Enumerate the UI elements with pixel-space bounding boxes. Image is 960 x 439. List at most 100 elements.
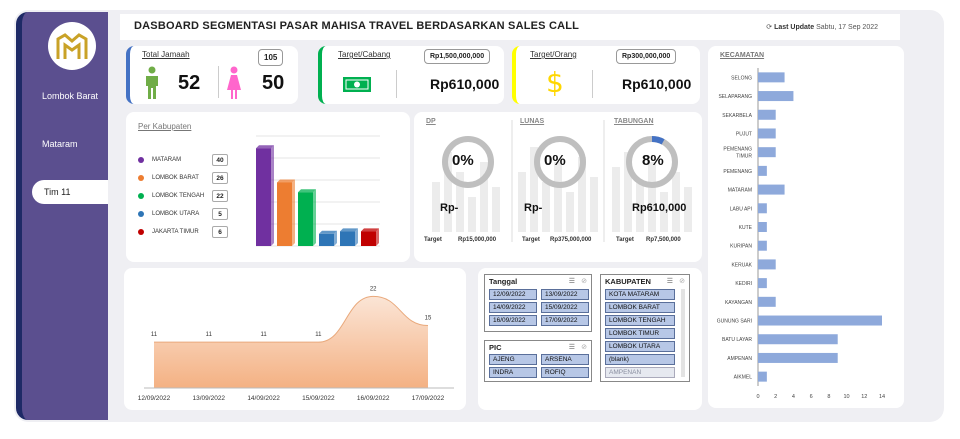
slicer-chip-kabupaten[interactable]: LOMBOK BARAT — [605, 302, 675, 313]
tabungan-percent: 8% — [642, 152, 664, 169]
category-label: TIMUR — [736, 154, 752, 160]
bar — [758, 222, 767, 232]
slicer-chip-pic[interactable]: INDRA — [489, 367, 537, 378]
legend-item: LOMBOK BARAT — [138, 172, 199, 184]
kpi-cabang-target: Rp1,500,000,000 — [424, 49, 491, 64]
category-label: KURIPAN — [730, 244, 752, 250]
lunas-percent: 0% — [544, 152, 566, 169]
bar-side — [334, 230, 337, 246]
kpi-jamaah-card: Total Jamaah 105 52 50 — [126, 46, 298, 104]
kpi-orang-value: Rp610,000 — [622, 76, 692, 92]
kpi-cabang-value: Rp610,000 — [430, 76, 500, 92]
bar-side — [271, 145, 274, 246]
slicer-chip-kabupaten[interactable]: (blank) — [605, 354, 675, 365]
slicer-chip-kabupaten[interactable]: LOMBOK TIMUR — [605, 328, 675, 339]
bar — [758, 334, 838, 345]
bar — [758, 109, 776, 120]
last-update: ⟳ Last Update Sabtu, 17 Sep 2022 — [766, 24, 878, 31]
slicer-tanggal: Tanggal ☰ ⊘ 12/09/2022 13/09/2022 14/09/… — [484, 274, 592, 332]
tick-label: 6 — [810, 394, 813, 400]
kpi-orang-label: Target/Orang — [530, 50, 577, 59]
refresh-icon[interactable]: ⟳ — [766, 24, 773, 31]
dollar-icon: $ — [546, 66, 564, 99]
slicer-chip-date[interactable]: 17/09/2022 — [541, 315, 589, 326]
category-label: GUNUNG SARI — [717, 319, 752, 325]
multi-select-icon[interactable]: ☰ — [568, 344, 575, 351]
slicer-scrollbar[interactable] — [681, 289, 685, 377]
tabungan-target-value: Rp7,500,000 — [646, 237, 681, 243]
legend-label: LOMBOK TENGAH — [152, 193, 205, 199]
tick-label: 13/09/2022 — [193, 395, 226, 402]
bar — [758, 147, 776, 158]
kpi-orang-target: Rp300,000,000 — [616, 49, 677, 64]
bar — [758, 315, 882, 326]
kabupaten-bar-chart — [256, 135, 380, 247]
bar — [319, 233, 334, 246]
kecamatan-panel: KECAMATAN SELONG SELAPARANG SEKARBELA PUJUT… — [708, 46, 904, 408]
sidebar-item-mataram[interactable]: Mataram — [42, 139, 78, 149]
female-icon — [227, 66, 241, 99]
tick-label: 0 — [756, 394, 759, 400]
slicer-chip-kabupaten[interactable]: LOMBOK TENGAH — [605, 315, 675, 326]
dp-donut — [442, 136, 494, 188]
category-label: BATU LAYAR — [722, 337, 752, 343]
progress-background-bars — [432, 120, 692, 242]
kpi-jamaah-male: 52 — [178, 72, 201, 94]
legend-dot — [138, 193, 144, 199]
legend-dot — [138, 175, 144, 181]
lunas-target-value: Rp375,000,000 — [550, 237, 592, 243]
bar-side — [292, 179, 295, 246]
lunas-target-label: Target — [522, 237, 540, 243]
slicer-chip-date[interactable]: 12/09/2022 — [489, 289, 537, 300]
kpi-jamaah-label: Total Jamaah — [142, 50, 190, 59]
multi-select-icon[interactable]: ☰ — [666, 278, 673, 285]
slicer-chip-date[interactable]: 14/09/2022 — [489, 302, 537, 313]
sidebar-item-tim-11[interactable]: Tim 11 — [32, 180, 108, 204]
category-label: LABU API — [730, 206, 752, 212]
slicer-chip-pic[interactable]: ARSENA — [541, 354, 589, 365]
clear-filter-icon[interactable]: ⊘ — [581, 344, 587, 351]
sidebar-item-lombok-barat[interactable]: Lombok Barat — [42, 91, 99, 101]
data-label: 11 — [206, 332, 213, 338]
bar — [758, 184, 785, 195]
slicer-chip-pic[interactable]: AJENG — [489, 354, 537, 365]
bar — [758, 240, 767, 251]
legend-item: LOMBOK TENGAH — [138, 190, 204, 202]
bar — [340, 231, 355, 246]
kecamatan-label: KECAMATAN — [720, 52, 765, 59]
bar-side — [376, 228, 379, 246]
clear-filter-icon[interactable]: ⊘ — [679, 278, 685, 285]
slicer-pic-title: PIC — [489, 343, 502, 352]
slicer-chip-date[interactable]: 13/09/2022 — [541, 289, 589, 300]
multi-select-icon[interactable]: ☰ — [568, 278, 575, 285]
page-title: DASBOARD SEGMENTASI PASAR MAHISA TRAVEL … — [134, 20, 580, 32]
category-label: KERUAK — [731, 262, 752, 268]
bar — [758, 91, 794, 102]
slicer-chip-date[interactable]: 16/09/2022 — [489, 315, 537, 326]
category-label: SELONG — [731, 75, 752, 81]
bar — [758, 72, 785, 83]
data-label: 11 — [315, 332, 322, 338]
slicer-chip-kabupaten[interactable]: LOMBOK UTARA — [605, 341, 675, 352]
legend-label: MATARAM — [152, 157, 182, 163]
bar — [298, 192, 313, 246]
legend-item: LOMBOK UTARA — [138, 208, 199, 220]
category-label: AIKMEL — [734, 375, 753, 381]
dp-label: DP — [426, 118, 436, 125]
area-line — [154, 295, 429, 343]
tick-label: 17/09/2022 — [412, 395, 445, 402]
slicer-chip-kabupaten[interactable]: KOTA MATARAM — [605, 289, 675, 300]
tabungan-label: TABUNGAN — [614, 118, 654, 125]
slicer-chip-pic[interactable]: ROFIQ — [541, 367, 589, 378]
category-label: PUJUT — [736, 131, 752, 137]
tick-label: 14/09/2022 — [247, 395, 280, 402]
bar — [277, 182, 292, 246]
slicer-chip-date[interactable]: 15/09/2022 — [541, 302, 589, 313]
clear-filter-icon[interactable]: ⊘ — [581, 278, 587, 285]
legend-item: JAKARTA TIMUR — [138, 226, 199, 238]
bar — [758, 278, 767, 289]
slicer-chip-kabupaten[interactable]: AMPENAN — [605, 367, 675, 378]
donut-arc — [626, 136, 678, 188]
category-label: KAYANGAN — [725, 300, 752, 306]
